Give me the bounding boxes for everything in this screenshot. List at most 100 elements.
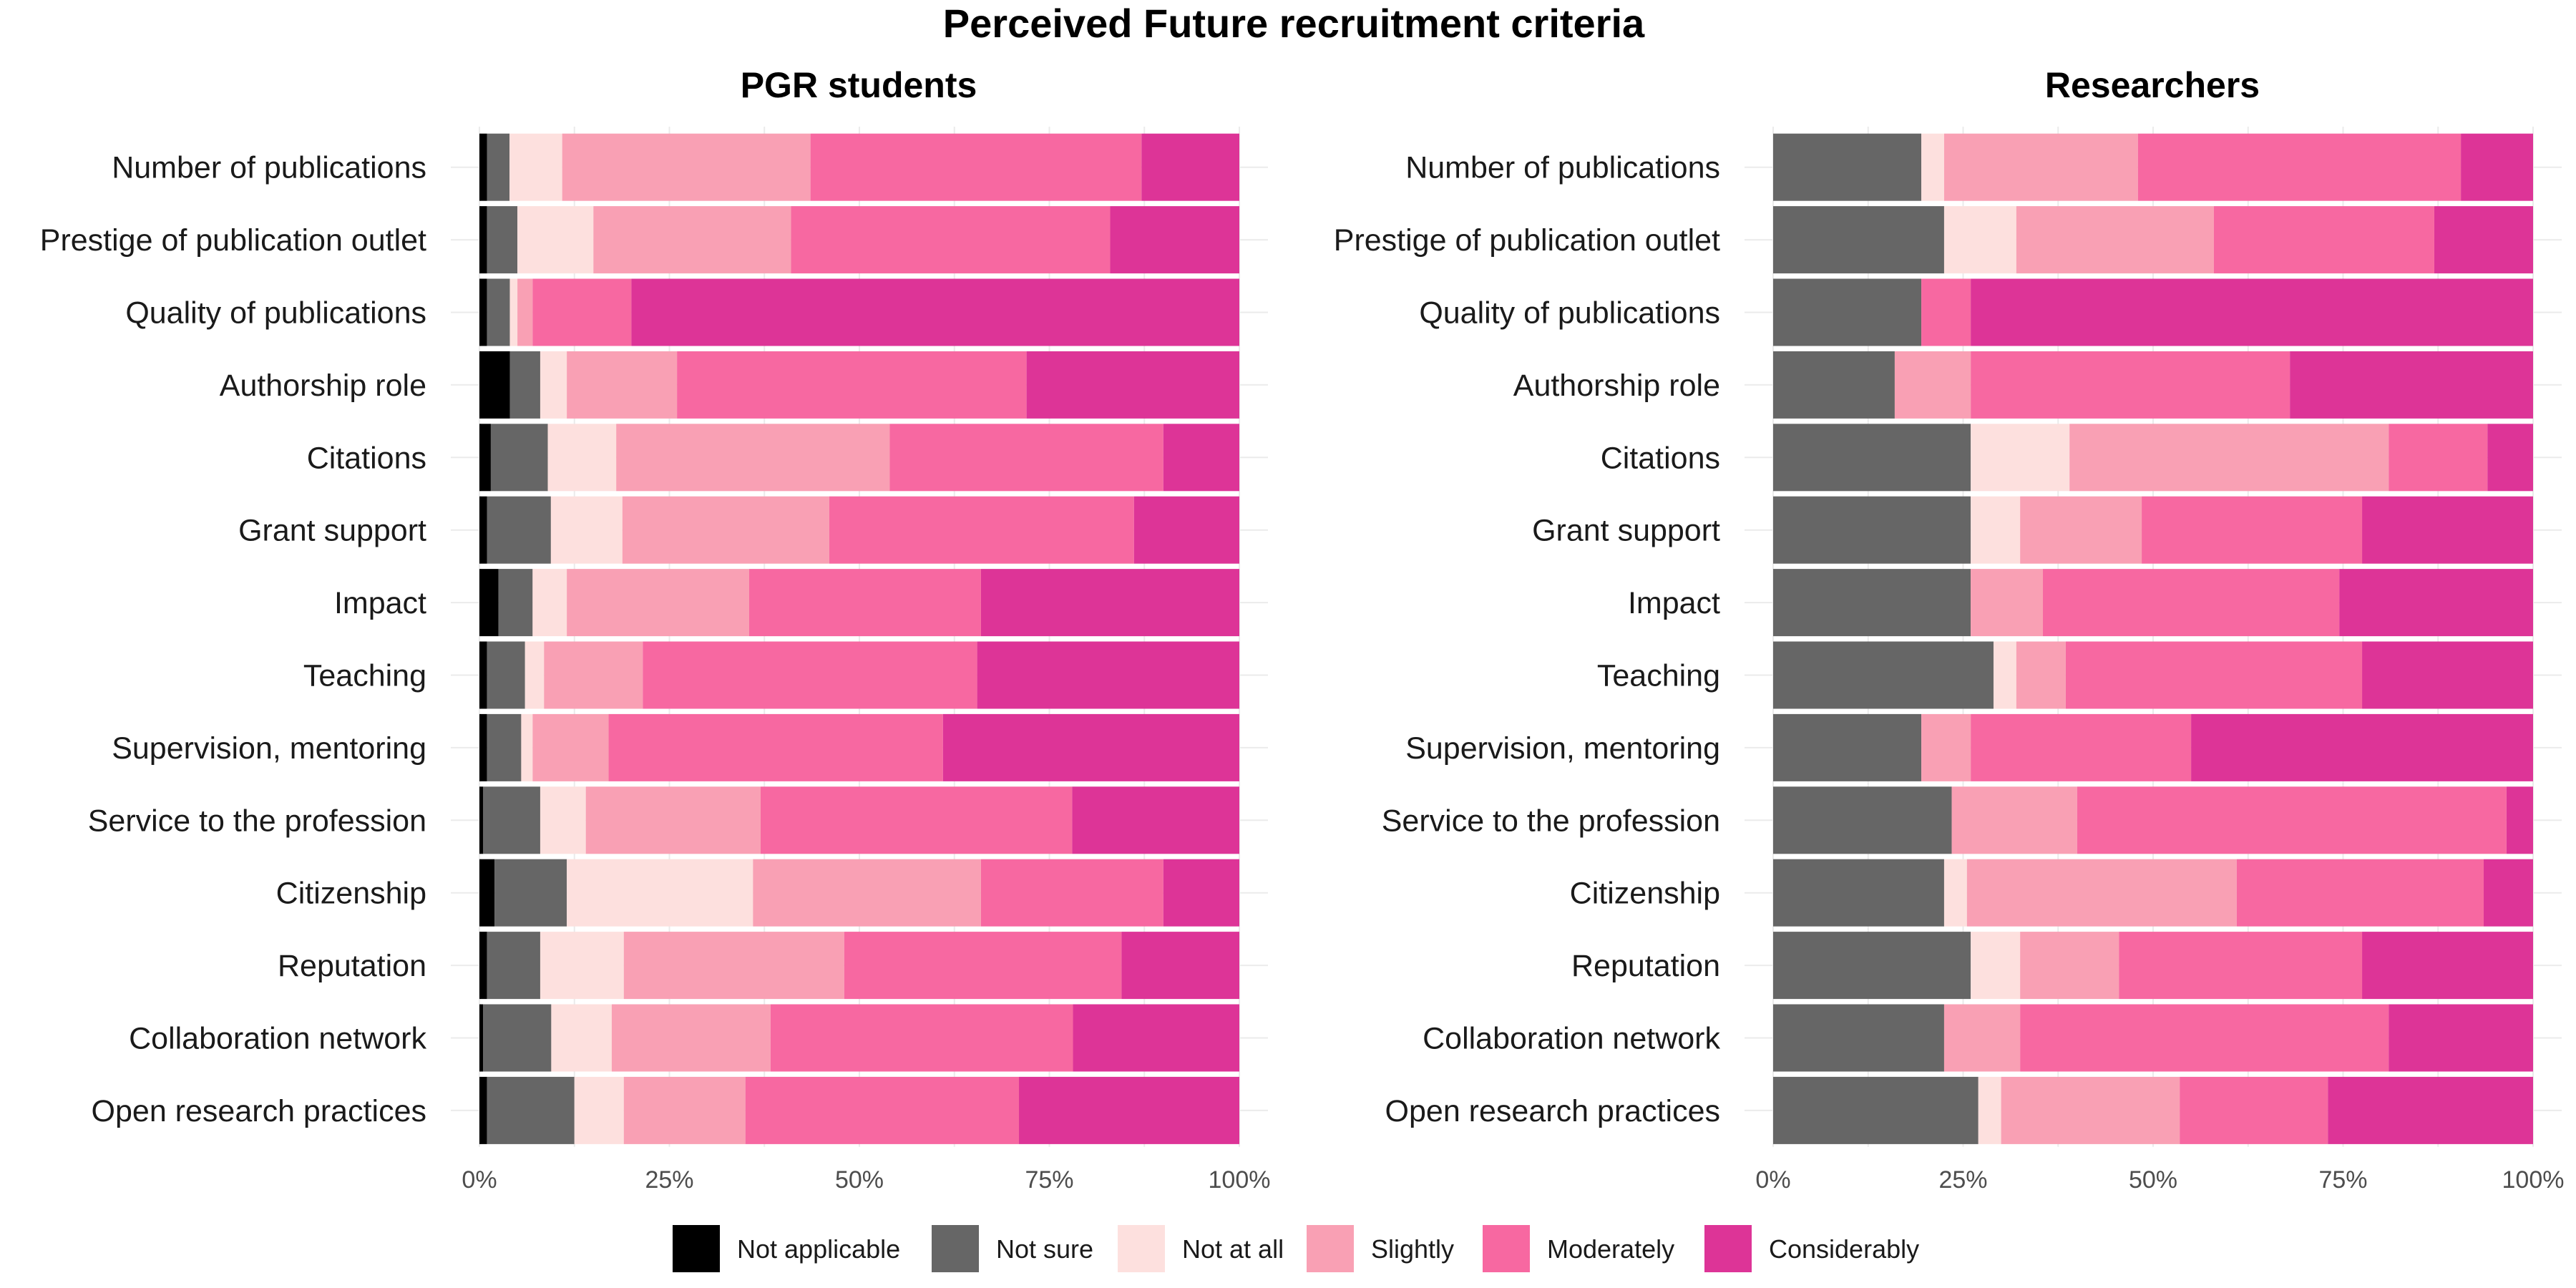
- category-label: Grant support: [1532, 514, 1720, 548]
- bar-segment-slightly: [753, 859, 981, 927]
- category-label: Open research practices: [1385, 1094, 1720, 1128]
- category-label: Citations: [307, 441, 426, 475]
- bar-segment-moderately: [745, 1076, 1020, 1144]
- bar-segment-not-sure: [1773, 351, 1895, 419]
- x-tick-label: 25%: [1938, 1166, 1987, 1194]
- bar-segment-not-at-all: [551, 1004, 612, 1072]
- bar-segment-moderately: [2043, 569, 2340, 637]
- bar-segment-not-applicable: [479, 1004, 484, 1072]
- bar-segment-moderately: [1971, 713, 2192, 781]
- bar-segment-considerably: [1026, 351, 1239, 419]
- category-label: Service to the profession: [1382, 804, 1720, 838]
- bar-segment-not-applicable: [479, 786, 484, 854]
- legend-label: Not applicable: [737, 1234, 900, 1264]
- bar-segment-moderately: [770, 1004, 1073, 1072]
- legend-label: Considerably: [1769, 1234, 1919, 1264]
- category-label: Reputation: [1571, 949, 1720, 983]
- bar-segment-not-applicable: [479, 133, 487, 201]
- bar-segment-not-at-all: [1921, 133, 1944, 201]
- bar-segment-considerably: [2483, 859, 2533, 927]
- bar-segment-moderately: [844, 932, 1122, 1000]
- bar-segment-considerably: [1110, 206, 1239, 274]
- bar-segment-considerably: [2434, 206, 2533, 274]
- bar-segment-considerably: [942, 713, 1239, 781]
- bar-segment-not-applicable: [479, 859, 495, 927]
- legend-key-slightly: [1307, 1225, 1354, 1272]
- bar-segment-slightly: [567, 351, 678, 419]
- bar-segment-considerably: [2191, 713, 2533, 781]
- bar-segment-not-sure: [1773, 713, 1922, 781]
- bar-segment-not-at-all: [532, 569, 567, 637]
- x-tick-label: 50%: [835, 1166, 884, 1194]
- category-label: Number of publications: [1405, 151, 1720, 185]
- bar-segment-moderately: [643, 641, 977, 709]
- panel-title: PGR students: [741, 65, 977, 105]
- bar-segment-slightly: [1943, 133, 2138, 201]
- x-tick-label: 100%: [2502, 1166, 2565, 1194]
- bar-segment-slightly: [532, 713, 609, 781]
- bar-segment-moderately: [810, 133, 1142, 201]
- x-tick-label: 50%: [2129, 1166, 2177, 1194]
- bar-segment-not-sure: [1773, 786, 1952, 854]
- category-label: Quality of publications: [125, 296, 426, 331]
- category-label: Number of publications: [112, 151, 426, 185]
- bar-segment-not-sure: [1773, 569, 1971, 637]
- bar-segment-moderately: [2137, 133, 2462, 201]
- bar-segment-not-sure: [1773, 1004, 1944, 1072]
- category-label: Prestige of publication outlet: [1334, 223, 1720, 258]
- bar-segment-slightly: [2016, 641, 2066, 709]
- bar-segment-not-sure: [487, 641, 525, 709]
- bar-segment-slightly: [611, 1004, 771, 1072]
- bar-segment-not-sure: [490, 424, 548, 492]
- legend-label: Not sure: [996, 1234, 1093, 1264]
- bar-segment-not-sure: [487, 206, 518, 274]
- category-label: Citations: [1601, 441, 1720, 475]
- bar-segment-moderately: [2020, 1004, 2389, 1072]
- bar-segment-not-applicable: [479, 932, 487, 1000]
- bar-segment-not-at-all: [540, 786, 586, 854]
- category-label: Authorship role: [220, 369, 426, 403]
- legend-key-considerably: [1704, 1225, 1752, 1272]
- bar-segment-slightly: [1951, 786, 2077, 854]
- category-label: Teaching: [303, 659, 426, 693]
- bar-segment-not-at-all: [521, 713, 533, 781]
- bar-segment-not-sure: [1773, 641, 1994, 709]
- bar-segment-not-applicable: [479, 1076, 487, 1144]
- bar-segment-moderately: [749, 569, 981, 637]
- panel-title: Researchers: [2045, 65, 2260, 105]
- legend-key-not-at-all: [1118, 1225, 1165, 1272]
- bar-segment-not-at-all: [540, 932, 624, 1000]
- bar-segment-not-sure: [487, 713, 522, 781]
- bar-segment-considerably: [2362, 641, 2533, 709]
- bar-segment-moderately: [760, 786, 1073, 854]
- x-tick-label: 100%: [1209, 1166, 1271, 1194]
- bar-segment-considerably: [2487, 424, 2533, 492]
- bar-segment-moderately: [1921, 278, 1971, 346]
- bar-segment-not-at-all: [1943, 206, 2016, 274]
- bar-segment-not-sure: [487, 133, 510, 201]
- bar-segment-not-sure: [487, 932, 540, 1000]
- bar-segment-moderately: [2213, 206, 2434, 274]
- panel-researchers: Researchers Number of publications Presti…: [1334, 65, 2565, 1194]
- bar-segment-moderately: [2142, 496, 2363, 564]
- bar-segment-not-applicable: [479, 206, 487, 274]
- bar-segment-not-at-all: [509, 278, 518, 346]
- bar-segment-not-at-all: [1971, 932, 2021, 1000]
- category-label: Teaching: [1597, 659, 1720, 693]
- bar-segment-slightly: [517, 278, 533, 346]
- legend: Not applicable Not sure Not at all Slightly…: [673, 1225, 1919, 1272]
- category-label: Citizenship: [276, 877, 426, 911]
- bar-segment-moderately: [791, 206, 1111, 274]
- bar-segment-not-sure: [1773, 859, 1944, 927]
- category-label: Impact: [334, 586, 426, 620]
- bar-segment-considerably: [2389, 1004, 2533, 1072]
- x-tick-label: 0%: [1755, 1166, 1790, 1194]
- bar-segment-considerably: [2362, 496, 2533, 564]
- bar-segment-slightly: [567, 569, 750, 637]
- bar-segment-not-at-all: [567, 859, 753, 927]
- bar-segment-considerably: [1073, 1004, 1239, 1072]
- bar-segment-considerably: [2461, 133, 2533, 201]
- bar-segment-not-at-all: [547, 424, 617, 492]
- bar-segment-moderately: [2180, 1076, 2328, 1144]
- bar-segment-moderately: [608, 713, 943, 781]
